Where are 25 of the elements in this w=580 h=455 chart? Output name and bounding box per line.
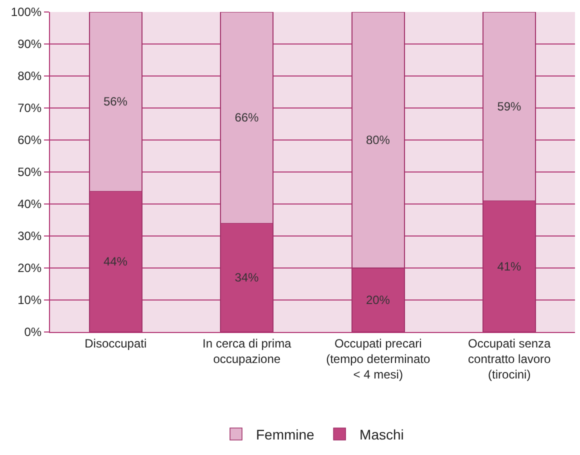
y-tick-label: 40% xyxy=(18,197,42,212)
data-label: 44% xyxy=(103,254,128,269)
y-tick-label: 20% xyxy=(18,261,42,276)
x-tick-label: Disoccupati xyxy=(84,336,147,350)
legend-label: Maschi xyxy=(360,426,404,442)
x-tick-label: Occupati precari (tempo determinato < 4 mesi) xyxy=(326,336,430,382)
y-tick-label: 30% xyxy=(18,229,42,244)
legend-label: Femmine xyxy=(256,426,315,442)
y-tick-label: 80% xyxy=(18,69,42,84)
y-tick-label: 60% xyxy=(18,133,42,148)
x-tick-label: In cerca di prima occupazione xyxy=(202,336,292,366)
x-tick-label: Occupati senza contratto lavoro (tirocini) xyxy=(468,336,552,382)
y-tick-label: 70% xyxy=(18,101,42,116)
data-label: 41% xyxy=(497,259,522,274)
y-tick-label: 50% xyxy=(18,165,42,180)
data-label: 59% xyxy=(497,99,522,114)
y-tick-label: 10% xyxy=(18,293,42,308)
data-label: 80% xyxy=(366,133,390,147)
data-label: 20% xyxy=(366,293,390,307)
y-tick-label: 90% xyxy=(18,37,42,52)
data-label: 56% xyxy=(103,94,128,109)
data-label: 66% xyxy=(234,110,260,125)
y-tick-label: 100% xyxy=(10,5,42,20)
data-label: 34% xyxy=(234,270,260,285)
y-tick-label: 0% xyxy=(24,325,42,340)
